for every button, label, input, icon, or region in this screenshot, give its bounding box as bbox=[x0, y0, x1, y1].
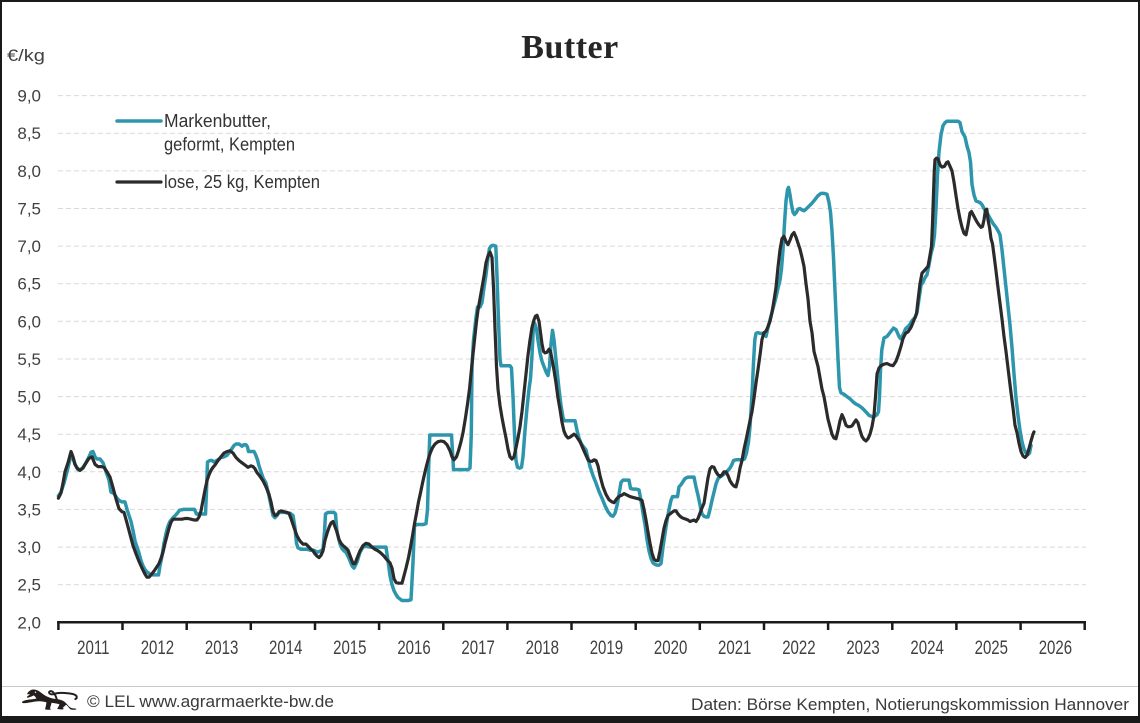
svg-text:3,0: 3,0 bbox=[17, 538, 41, 557]
svg-text:2013: 2013 bbox=[205, 637, 238, 658]
svg-text:4,0: 4,0 bbox=[17, 463, 41, 482]
svg-text:8,0: 8,0 bbox=[17, 162, 41, 181]
svg-text:2011: 2011 bbox=[77, 637, 109, 658]
svg-text:2017: 2017 bbox=[461, 637, 494, 658]
svg-text:2019: 2019 bbox=[590, 637, 623, 658]
svg-text:Daten: Börse Kempten, Notierun: Daten: Börse Kempten, Notierungskommissi… bbox=[691, 695, 1129, 714]
svg-text:2018: 2018 bbox=[526, 637, 559, 658]
svg-text:2026: 2026 bbox=[1039, 637, 1072, 658]
svg-text:geformt, Kempten: geformt, Kempten bbox=[164, 135, 295, 155]
svg-text:7,5: 7,5 bbox=[17, 200, 41, 219]
svg-text:6,5: 6,5 bbox=[17, 275, 41, 294]
svg-text:2014: 2014 bbox=[269, 637, 303, 658]
svg-text:3,5: 3,5 bbox=[17, 500, 41, 519]
svg-text:2012: 2012 bbox=[141, 637, 174, 658]
svg-text:Markenbutter,: Markenbutter, bbox=[164, 111, 271, 131]
svg-text:5,0: 5,0 bbox=[17, 388, 41, 407]
svg-text:4,5: 4,5 bbox=[17, 425, 41, 444]
svg-text:2021: 2021 bbox=[718, 637, 751, 658]
svg-text:5,5: 5,5 bbox=[17, 350, 41, 369]
svg-text:2022: 2022 bbox=[782, 637, 815, 658]
svg-text:2023: 2023 bbox=[846, 637, 879, 658]
svg-text:7,0: 7,0 bbox=[17, 237, 41, 256]
svg-text:2,0: 2,0 bbox=[17, 613, 41, 632]
svg-text:2020: 2020 bbox=[654, 637, 687, 658]
svg-text:2015: 2015 bbox=[333, 637, 366, 658]
svg-text:6,0: 6,0 bbox=[17, 312, 41, 331]
svg-text:2024: 2024 bbox=[910, 637, 944, 658]
svg-text:2,5: 2,5 bbox=[17, 576, 41, 595]
svg-text:2025: 2025 bbox=[975, 637, 1008, 658]
svg-text:© LEL www.agrarmaerkte-bw.de: © LEL www.agrarmaerkte-bw.de bbox=[87, 692, 334, 711]
svg-text:9,0: 9,0 bbox=[17, 87, 41, 106]
svg-text:8,5: 8,5 bbox=[17, 124, 41, 143]
svg-text:lose, 25 kg, Kempten: lose, 25 kg, Kempten bbox=[164, 172, 320, 192]
svg-text:2016: 2016 bbox=[397, 637, 430, 658]
svg-text:€/kg: €/kg bbox=[7, 46, 45, 65]
